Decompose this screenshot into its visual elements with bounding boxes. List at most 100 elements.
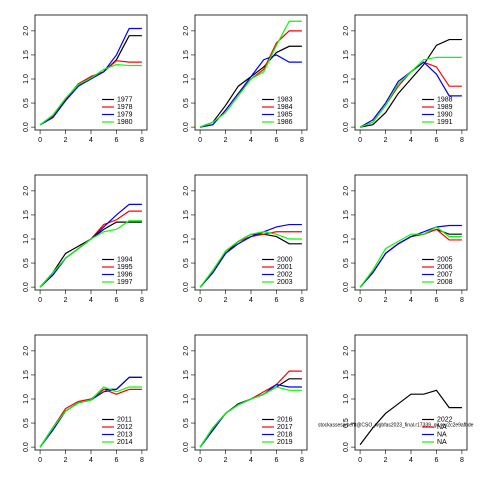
series-line <box>359 226 462 288</box>
x-tick-label: 4 <box>89 457 93 464</box>
legend-label: 1979 <box>117 111 133 118</box>
y-tick-label: 1.0 <box>343 74 350 84</box>
y-tick-label: 2.0 <box>183 186 190 196</box>
x-tick-label: 2 <box>384 297 388 304</box>
series-line <box>39 386 142 448</box>
x-tick-label: 8 <box>300 137 304 144</box>
x-tick-label: 4 <box>249 137 253 144</box>
series-line <box>359 224 462 288</box>
x-tick-label: 4 <box>89 137 93 144</box>
y-tick-label: 2.0 <box>343 186 350 196</box>
legend-label: 2008 <box>437 279 453 286</box>
legend-label: 1977 <box>117 96 133 103</box>
series-line <box>39 220 142 288</box>
x-tick-label: 8 <box>140 297 144 304</box>
x-tick-label: 2 <box>224 137 228 144</box>
x-tick-label: 0 <box>198 457 202 464</box>
series-line <box>359 56 462 128</box>
x-tick-label: 4 <box>249 457 253 464</box>
x-tick-label: 6 <box>275 457 279 464</box>
legend-label: 2006 <box>437 264 453 271</box>
legend-label: 1985 <box>277 111 293 118</box>
y-tick-label: 0.0 <box>343 122 350 132</box>
y-tick-label: 2.0 <box>23 26 30 36</box>
y-tick-label: 1.0 <box>183 234 190 244</box>
series-line <box>199 231 302 288</box>
legend-label: 2017 <box>277 424 293 431</box>
series-line <box>39 63 142 126</box>
legend-label: 2005 <box>437 256 453 263</box>
y-tick-label: 0.0 <box>23 122 30 132</box>
y-tick-label: 0.5 <box>183 418 190 428</box>
y-tick-label: 0.5 <box>343 418 350 428</box>
legend-label: 2019 <box>277 439 293 446</box>
series-line <box>359 389 462 446</box>
y-tick-label: 1.0 <box>343 234 350 244</box>
legend-label: 2022 <box>437 416 453 423</box>
legend-label: 2000 <box>277 256 293 263</box>
legend-label: 2011 <box>117 416 132 423</box>
y-tick-label: 0.5 <box>343 258 350 268</box>
x-tick-label: 4 <box>409 297 413 304</box>
y-tick-label: 1.0 <box>183 74 190 84</box>
y-tick-label: 1.0 <box>23 234 30 244</box>
x-tick-label: 8 <box>300 457 304 464</box>
y-tick-label: 0.5 <box>343 98 350 108</box>
legend-label: 1984 <box>277 104 293 111</box>
x-tick-label: 2 <box>64 297 68 304</box>
x-tick-label: 2 <box>64 457 68 464</box>
series-line <box>39 60 142 126</box>
x-tick-label: 2 <box>384 457 388 464</box>
x-tick-label: 0 <box>358 297 362 304</box>
y-tick-label: 2.0 <box>183 346 190 356</box>
legend-label: NA <box>437 439 447 446</box>
y-tick-label: 2.0 <box>23 186 30 196</box>
legend-label: 2018 <box>277 431 293 438</box>
x-tick-label: 2 <box>64 137 68 144</box>
legend-label: 2007 <box>437 271 453 278</box>
legend-label: 1978 <box>117 104 133 111</box>
y-tick-label: 1.5 <box>183 370 190 380</box>
y-tick-label: 1.0 <box>23 74 30 84</box>
y-tick-label: 0.0 <box>23 282 30 292</box>
legend-label: 1986 <box>277 119 293 126</box>
x-tick-label: 6 <box>435 297 439 304</box>
y-tick-label: 0.0 <box>183 442 190 452</box>
legend-label: 1991 <box>437 119 453 126</box>
y-tick-label: 0.5 <box>23 418 30 428</box>
x-tick-label: 8 <box>460 297 464 304</box>
x-tick-label: 8 <box>300 297 304 304</box>
y-tick-label: 1.5 <box>183 50 190 60</box>
y-tick-label: 1.0 <box>183 394 190 404</box>
legend-label: 1989 <box>437 104 453 111</box>
legend-label: 2001 <box>277 264 293 271</box>
x-tick-label: 6 <box>435 137 439 144</box>
y-tick-label: 0.5 <box>23 98 30 108</box>
legend-label: 1997 <box>117 279 133 286</box>
x-tick-label: 0 <box>38 457 42 464</box>
plot-box <box>354 334 468 451</box>
y-tick-label: 2.0 <box>23 346 30 356</box>
legend-label: 1980 <box>117 119 133 126</box>
legend-label: 2016 <box>277 416 293 423</box>
x-tick-label: 8 <box>460 137 464 144</box>
legend-label: 2002 <box>277 271 293 278</box>
x-tick-label: 4 <box>89 297 93 304</box>
x-tick-label: 8 <box>140 137 144 144</box>
x-tick-label: 2 <box>224 457 228 464</box>
x-tick-label: 0 <box>38 297 42 304</box>
x-tick-label: 0 <box>38 137 42 144</box>
y-tick-label: 0.0 <box>183 122 190 132</box>
y-tick-label: 0.0 <box>343 442 350 452</box>
x-tick-label: 2 <box>224 297 228 304</box>
x-tick-label: 6 <box>115 297 119 304</box>
x-tick-label: 4 <box>249 297 253 304</box>
y-tick-label: 1.5 <box>23 50 30 60</box>
legend-label: 2014 <box>117 439 133 446</box>
x-tick-label: 6 <box>275 137 279 144</box>
y-tick-label: 0.0 <box>183 282 190 292</box>
y-tick-label: 0.5 <box>183 98 190 108</box>
series-line <box>199 54 302 128</box>
y-tick-label: 1.5 <box>343 50 350 60</box>
